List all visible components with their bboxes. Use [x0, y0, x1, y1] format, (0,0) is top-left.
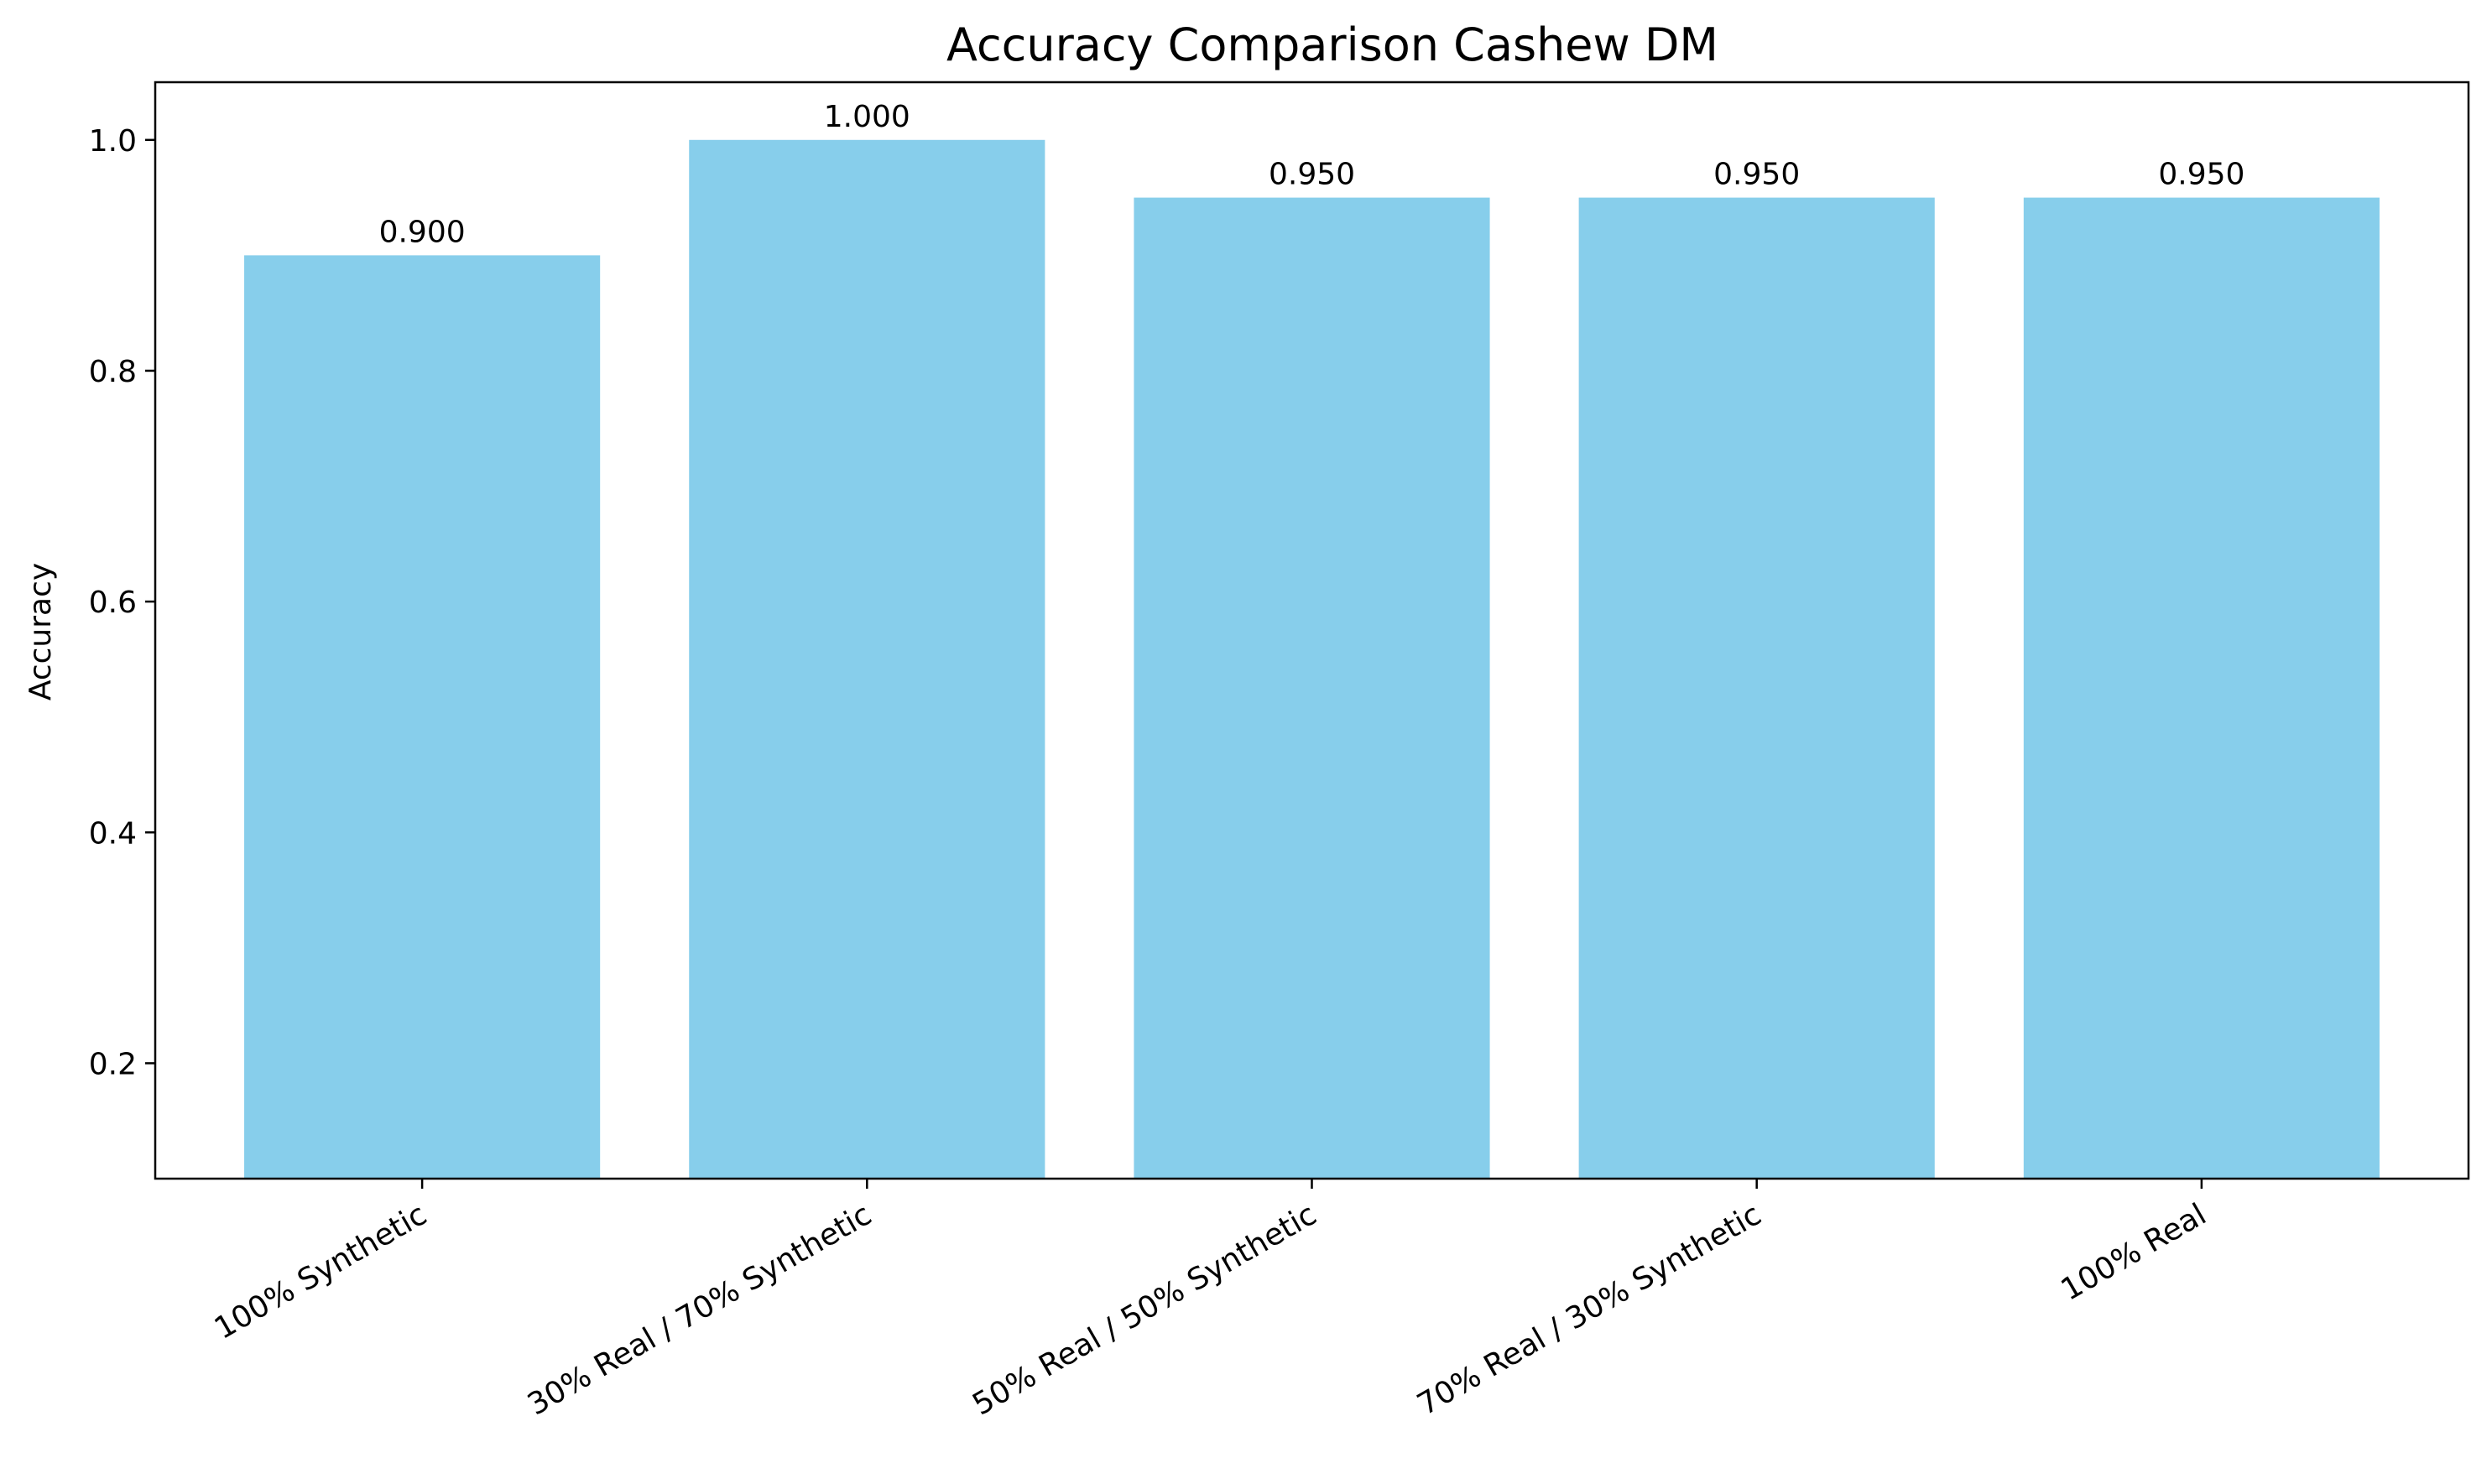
- y-tick-label: 0.6: [89, 586, 137, 620]
- plot-area: 0.900 1.000 0.950 0.950 0.950 0.2 0.4 0.6 0.8 1.0…: [89, 81, 2470, 1423]
- y-axis-label: Accuracy: [23, 563, 58, 700]
- data-label: 0.950: [1269, 158, 1355, 192]
- bar: [689, 139, 1045, 1179]
- data-label: 0.950: [2158, 158, 2244, 192]
- bar: [244, 255, 601, 1179]
- y-tick-label: 0.4: [89, 816, 137, 851]
- y-tick-label: 1.0: [89, 124, 137, 159]
- data-label: 0.950: [1713, 158, 1800, 192]
- chart-title: Accuracy Comparison Cashew DM: [946, 18, 1718, 71]
- data-label: 0.900: [379, 215, 466, 249]
- y-tick-label: 0.2: [89, 1047, 137, 1081]
- bar: [2023, 197, 2380, 1179]
- bar: [1578, 197, 1935, 1179]
- bar: [1134, 197, 1490, 1179]
- y-tick-label: 0.8: [89, 355, 137, 389]
- data-label: 1.000: [824, 100, 910, 134]
